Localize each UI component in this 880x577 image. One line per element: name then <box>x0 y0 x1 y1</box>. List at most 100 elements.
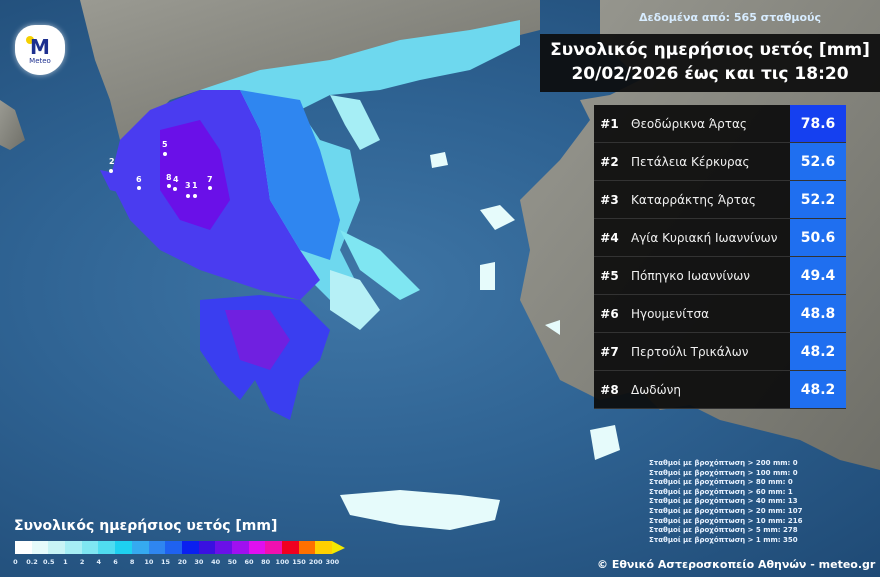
sun-icon <box>26 36 34 44</box>
marker-label-2: 2 <box>109 157 115 166</box>
map-title: Συνολικός ημερήσιος υετός [mm] 20/02/202… <box>540 34 880 92</box>
legend-swatch <box>198 541 216 554</box>
station-name: Αγία Κυριακή Ιωαννίνων <box>631 230 778 245</box>
legend-tick: 150 <box>292 558 306 566</box>
legend-tick: 200 <box>308 558 323 566</box>
legend-swatch <box>215 541 232 554</box>
legend-swatch <box>165 541 182 554</box>
station-ranking-table: #1 Θεοδώρικνα Άρτας 78.6 #2 Πετάλεια Κέρκ… <box>594 105 846 409</box>
marker-label-3: 3 <box>185 181 191 190</box>
stats-line: Σταθμοί με βροχόπτωση > 5 mm: 278 <box>649 526 798 535</box>
station-marker-5[interactable] <box>163 152 167 156</box>
legend-ticks: 0 0.2 0.5 1 2 4 6 8 10 15 20 30 40 50 60 80 100 150 200 300 <box>7 558 341 566</box>
station-marker-8[interactable] <box>167 184 171 188</box>
title-line-2: 20/02/2026 έως και τις 18:20 <box>571 64 849 84</box>
legend-tick: 1 <box>63 558 68 566</box>
legend-tick: 15 <box>161 558 171 566</box>
meteo-logo: M Meteo <box>15 25 65 75</box>
legend-tick: 0 <box>13 558 18 566</box>
rank-label: #6 <box>600 306 619 321</box>
marker-label-8: 8 <box>166 173 172 182</box>
legend-colorbar <box>15 541 346 554</box>
corfu-rain <box>100 170 130 195</box>
legend-swatch <box>98 541 116 554</box>
station-stats: Σταθμοί με βροχόπτωση > 200 mm: 0 Σταθμοί… <box>649 459 803 545</box>
legend-title: Συνολικός ημερήσιος υετός [mm] <box>14 518 278 534</box>
station-marker-1[interactable] <box>193 194 197 198</box>
source-note: Δεδομένα από: 565 σταθμούς <box>639 11 821 24</box>
ranking-row: #6 Ηγουμενίτσα 48.8 <box>594 295 846 333</box>
aegean-islands <box>430 152 620 460</box>
rainfall-value: 78.6 <box>790 105 846 142</box>
rank-label: #5 <box>600 268 619 283</box>
rainfall-value: 48.8 <box>790 295 846 332</box>
chalkidiki-rain <box>330 95 380 150</box>
legend-swatch <box>115 541 132 554</box>
station-name: Δωδώνη <box>631 382 681 397</box>
evia-rain <box>340 230 420 300</box>
logo-text: Meteo <box>29 57 51 65</box>
title-line-1: Συνολικός ημερήσιος υετός [mm] <box>550 40 870 60</box>
peloponnese-core-rain <box>225 310 290 370</box>
station-name: Πετάλεια Κέρκυρας <box>631 154 750 169</box>
marker-label-4: 4 <box>173 175 179 184</box>
station-marker-4[interactable] <box>173 187 177 191</box>
legend-tick: 60 <box>244 558 254 566</box>
legend-swatch <box>231 541 249 554</box>
greece-central-rain <box>240 90 340 260</box>
legend-swatch <box>15 541 32 554</box>
station-marker-2[interactable] <box>109 169 113 173</box>
legend-tick: 8 <box>129 558 135 566</box>
station-name: Ηγουμενίτσα <box>631 306 710 321</box>
station-marker-7[interactable] <box>208 186 212 190</box>
station-name: Καταρράκτης Άρτας <box>631 192 756 207</box>
legend-arrow-icon <box>332 541 346 554</box>
station-marker-6[interactable] <box>137 186 141 190</box>
rainfall-value: 50.6 <box>790 219 846 256</box>
legend-swatch <box>148 541 166 554</box>
ranking-row: #5 Πόπηγκο Ιωαννίνων 49.4 <box>594 257 846 295</box>
legend-tick: 40 <box>211 558 221 566</box>
station-name: Πόπηγκο Ιωαννίνων <box>631 268 750 283</box>
credit: © Εθνικό Αστεροσκοπείο Αθηνών - meteo.gr <box>597 558 876 571</box>
station-name: Περτούλι Τρικάλων <box>631 344 749 359</box>
legend-tick: 6 <box>113 558 118 566</box>
legend-tick: 20 <box>177 558 187 566</box>
stats-line: Σταθμοί με βροχόπτωση > 100 mm: 0 <box>649 468 798 477</box>
stats-line: Σταθμοί με βροχόπτωση > 10 mm: 216 <box>649 516 803 525</box>
land-italy <box>0 100 25 150</box>
ranking-row: #4 Αγία Κυριακή Ιωαννίνων 50.6 <box>594 219 846 257</box>
rainfall-value: 48.2 <box>790 333 846 370</box>
legend-tick: 0.5 <box>42 558 55 566</box>
rainfall-value: 52.2 <box>790 181 846 218</box>
legend-tick: 300 <box>325 558 340 566</box>
legend-tick: 10 <box>144 558 154 566</box>
greece-core-rain <box>160 120 230 230</box>
station-marker-3[interactable] <box>186 194 190 198</box>
ranking-row: #2 Πετάλεια Κέρκυρας 52.6 <box>594 143 846 181</box>
legend-tick: 4 <box>96 558 102 566</box>
marker-label-7: 7 <box>207 175 213 184</box>
marker-label-1: 1 <box>192 181 198 190</box>
stats-line: Σταθμοί με βροχόπτωση > 1 mm: 350 <box>649 535 798 544</box>
legend-tick: 80 <box>261 558 271 566</box>
rank-label: #4 <box>600 230 619 245</box>
legend-swatch <box>248 541 266 554</box>
legend-swatch <box>65 541 82 554</box>
legend-swatch <box>315 541 333 554</box>
legend-swatch <box>31 541 49 554</box>
marker-label-5: 5 <box>162 140 168 149</box>
legend-tick: 50 <box>227 558 237 566</box>
legend-tick: 0.2 <box>26 558 38 566</box>
legend-swatch <box>265 541 282 554</box>
logo-m-icon: M <box>30 35 50 59</box>
crete-rain <box>340 490 500 530</box>
ranking-row: #7 Περτούλι Τρικάλων 48.2 <box>594 333 846 371</box>
attica-rain <box>330 270 380 330</box>
stats-line: Σταθμοί με βροχόπτωση > 40 mm: 13 <box>649 497 798 506</box>
rainfall-value: 49.4 <box>790 257 846 294</box>
legend-swatch <box>282 541 299 554</box>
legend-swatch <box>181 541 199 554</box>
stats-line: Σταθμοί με βροχόπτωση > 20 mm: 107 <box>649 506 803 515</box>
